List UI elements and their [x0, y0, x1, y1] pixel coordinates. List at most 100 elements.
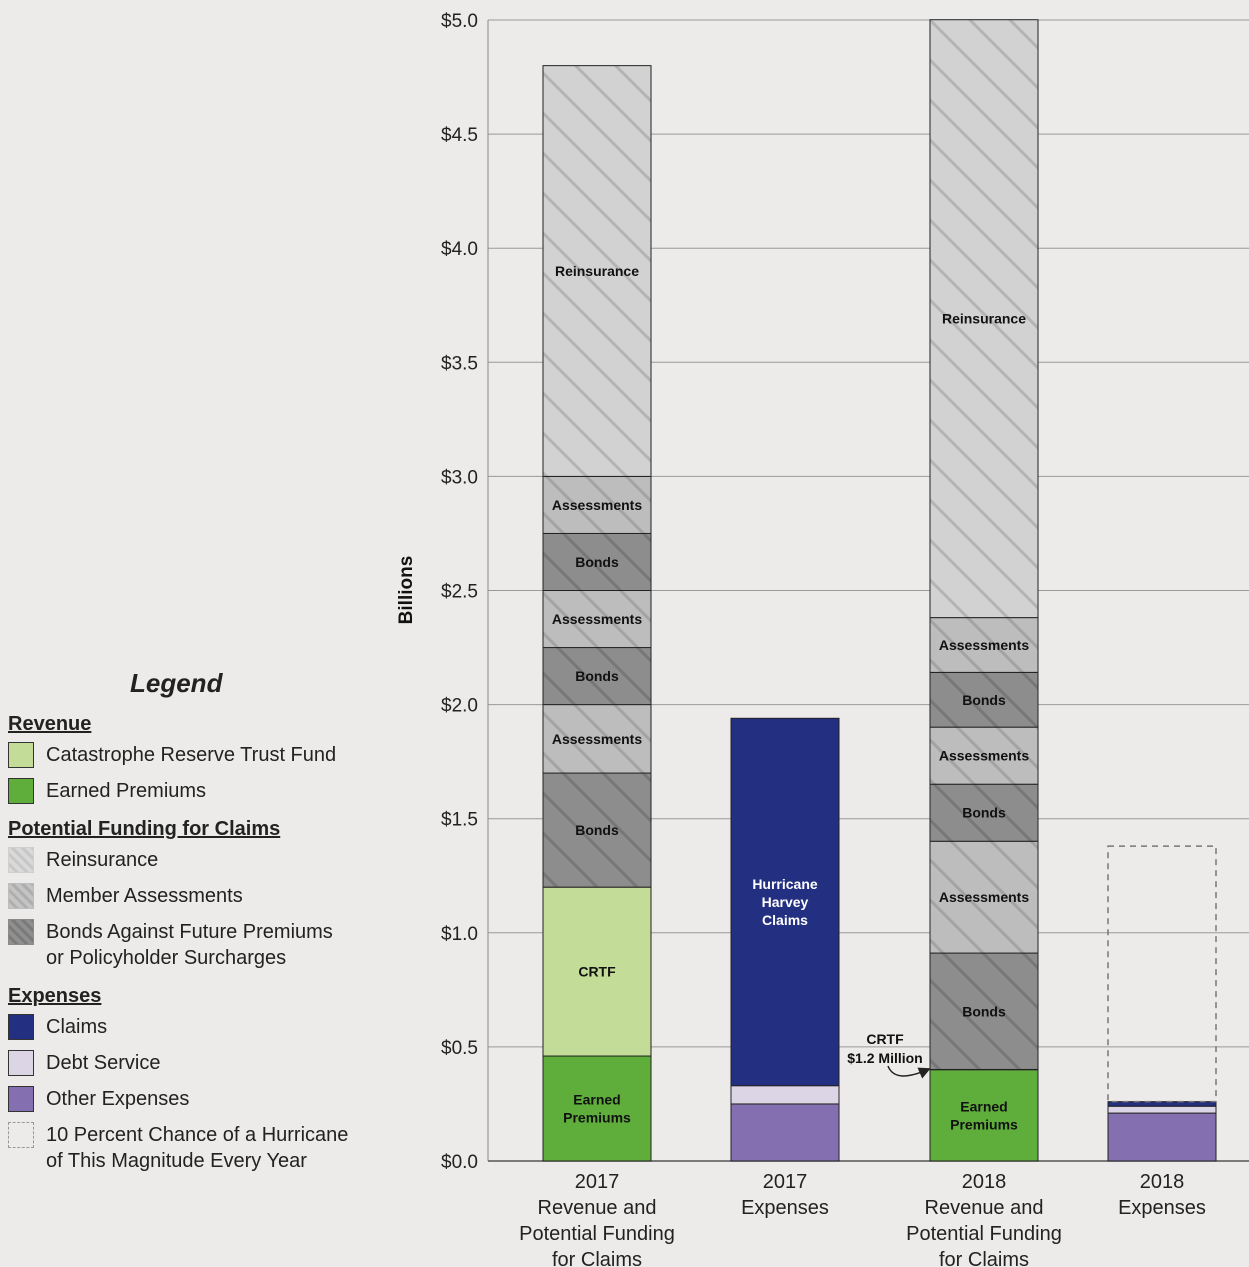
- bar-segment-other: [1107, 1112, 1217, 1162]
- y-axis-label: Billions: [396, 556, 417, 625]
- legend-label-assessments: Member Assessments: [46, 885, 243, 907]
- x-category-label: Potential Funding: [906, 1223, 1062, 1245]
- legend-swatch-earned-premiums: [8, 778, 34, 804]
- segment-label: Bonds: [962, 805, 1006, 821]
- legend-swatch-other-expenses: [8, 1086, 34, 1112]
- legend-label-crtf: Catastrophe Reserve Trust Fund: [46, 744, 337, 766]
- bar-segment-debt: [730, 1085, 840, 1105]
- legend-item-crtf: Catastrophe Reserve Trust Fund: [8, 742, 398, 768]
- segment-label: Assessments: [552, 731, 642, 747]
- bar-segment-reins: [929, 19, 1039, 619]
- bar-segment-reins: [542, 65, 652, 477]
- bar-segment-earned: [929, 1069, 1039, 1162]
- segment-label: Assessments: [552, 611, 642, 627]
- x-category-label: 2018: [962, 1171, 1007, 1193]
- bar-segment-assess: [929, 726, 1039, 785]
- bar-segment-bonds: [929, 783, 1039, 842]
- legend-item-ten-percent-chance: 10 Percent Chance of a Hurricane of This…: [8, 1122, 398, 1174]
- segment-label: Claims: [762, 912, 808, 928]
- legend-label-debt-service: Debt Service: [46, 1052, 161, 1074]
- legend-item-assessments: Member Assessments: [8, 883, 398, 909]
- segment-label: Hurricane: [752, 876, 818, 892]
- x-category-label: Expenses: [1118, 1197, 1206, 1219]
- segment-label: Premiums: [563, 1110, 631, 1126]
- x-category-label: Revenue and: [538, 1197, 657, 1219]
- segment-label: Bonds: [575, 554, 619, 570]
- legend-label-dashed-line2: of This Magnitude Every Year: [46, 1150, 307, 1172]
- bar-segment-debt: [1107, 1105, 1217, 1114]
- legend-heading-funding: Potential Funding for Claims: [8, 818, 281, 840]
- annotation-label: CRTF: [866, 1031, 904, 1047]
- legend-swatch-reinsurance: [8, 847, 34, 873]
- segment-label: Assessments: [552, 497, 642, 513]
- segment-label: Reinsurance: [942, 311, 1026, 327]
- bar-segment-bonds: [542, 647, 652, 706]
- segment-label: Premiums: [950, 1116, 1018, 1132]
- dashed-hurricane-outline: [1107, 845, 1217, 1103]
- legend-heading-revenue: Revenue: [8, 713, 92, 735]
- x-category-label: for Claims: [939, 1249, 1029, 1267]
- x-category-label: for Claims: [552, 1249, 642, 1267]
- x-category-label: Revenue and: [925, 1197, 1044, 1219]
- segment-label: Reinsurance: [555, 263, 639, 279]
- segment-label: Bonds: [962, 692, 1006, 708]
- y-tick-label: $4.0: [441, 239, 478, 260]
- segment-label: Assessments: [939, 748, 1029, 764]
- legend-label-claims: Claims: [46, 1016, 108, 1038]
- bar-segment-bonds: [542, 532, 652, 592]
- bar-segment-earned: [542, 1055, 652, 1162]
- x-category-label: Expenses: [741, 1197, 829, 1219]
- x-category-label: 2017: [763, 1171, 808, 1193]
- legend-item-claims: Claims: [8, 1014, 398, 1040]
- x-category-label: 2017: [575, 1171, 620, 1193]
- bar-segment-claims: [730, 717, 840, 1087]
- bar-segment-assess: [929, 840, 1039, 954]
- bar-segment-bonds: [929, 671, 1039, 728]
- legend-label-bonds-line2: or Policyholder Surcharges: [46, 947, 287, 969]
- segment-label: CRTF: [578, 964, 616, 980]
- segment-label: Harvey: [762, 894, 809, 910]
- legend-swatch-assessments: [8, 883, 34, 909]
- legend-label-earned-premiums: Earned Premiums: [46, 780, 207, 802]
- legend-swatch-dashed: [8, 1122, 34, 1148]
- legend-heading-expenses: Expenses: [8, 985, 102, 1007]
- legend-label-bonds: Bonds Against Future Premiums or Policyh…: [46, 919, 333, 971]
- legend-label-dashed-line1: 10 Percent Chance of a Hurricane: [46, 1124, 349, 1146]
- legend-item-reinsurance: Reinsurance: [8, 847, 398, 873]
- y-tick-label: $0.0: [441, 1152, 478, 1173]
- legend-label-bonds-line1: Bonds Against Future Premiums: [46, 921, 333, 943]
- bar-segment-assess: [542, 475, 652, 534]
- legend-item-earned-premiums: Earned Premiums: [8, 778, 398, 804]
- legend-swatch-debt-service: [8, 1050, 34, 1076]
- legend: Legend Revenue Catastrophe Reserve Trust…: [8, 668, 398, 1184]
- x-category-label: 2018: [1140, 1171, 1185, 1193]
- bar-segment-claims: [1107, 1101, 1217, 1107]
- legend-item-debt-service: Debt Service: [8, 1050, 398, 1076]
- legend-swatch-crtf: [8, 742, 34, 768]
- bar-segment-other: [730, 1103, 840, 1162]
- bar-segment-assess: [542, 590, 652, 649]
- legend-label-ten-percent-chance: 10 Percent Chance of a Hurricane of This…: [46, 1122, 348, 1174]
- segment-label: Bonds: [575, 822, 619, 838]
- bar-segment-bonds: [929, 952, 1039, 1070]
- y-tick-label: $3.0: [441, 467, 478, 488]
- segment-label: Earned: [960, 1098, 1007, 1114]
- legend-label-other-expenses: Other Expenses: [46, 1088, 190, 1110]
- legend-item-bonds: Bonds Against Future Premiums or Policyh…: [8, 919, 398, 971]
- y-tick-label: $5.0: [441, 11, 478, 32]
- y-tick-label: $3.5: [441, 353, 478, 374]
- y-tick-label: $1.0: [441, 924, 478, 945]
- legend-swatch-claims: [8, 1014, 34, 1040]
- bar-segment-crtf: [542, 886, 652, 1057]
- annotation-arrow: [887, 1065, 931, 1079]
- segment-label: Bonds: [575, 668, 619, 684]
- bar-segment-assess: [542, 704, 652, 774]
- annotation-label: $1.2 Million: [847, 1050, 922, 1066]
- segment-label: Bonds: [962, 1003, 1006, 1019]
- legend-item-other-expenses: Other Expenses: [8, 1086, 398, 1112]
- legend-swatch-bonds: [8, 919, 34, 945]
- segment-label: Assessments: [939, 889, 1029, 905]
- segment-label: Earned: [573, 1092, 620, 1108]
- y-tick-label: $0.5: [441, 1038, 478, 1059]
